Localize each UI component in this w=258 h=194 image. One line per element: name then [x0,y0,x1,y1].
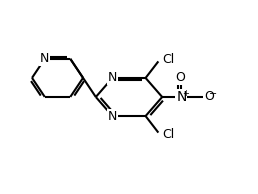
Text: N: N [40,52,50,65]
Text: Cl: Cl [162,53,174,66]
Text: N: N [108,71,117,84]
Text: Cl: Cl [162,128,174,141]
Text: O: O [204,90,214,104]
Text: O: O [175,71,185,84]
Text: +: + [182,89,189,98]
Text: −: − [209,89,217,99]
Text: N: N [176,90,187,104]
Text: N: N [108,110,117,123]
